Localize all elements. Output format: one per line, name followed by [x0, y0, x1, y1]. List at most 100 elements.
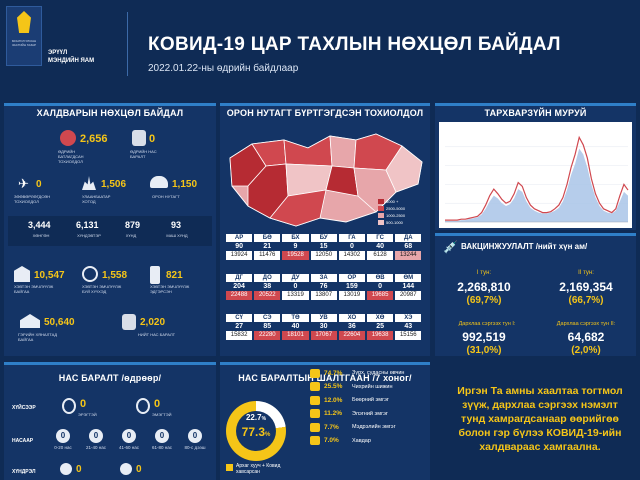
region-cell-1-0: ДГ 204 22488: [226, 274, 253, 300]
region-today: 27: [235, 323, 243, 330]
region-total: 13924: [226, 251, 253, 260]
deaths-today-label: ӨДРИЙН НАС БАРАЛТ: [130, 149, 157, 159]
region-today: 68: [404, 243, 413, 250]
by-age-label: НАСААР: [12, 438, 34, 444]
city-icon: [82, 176, 96, 190]
children-value: 1,558: [102, 270, 128, 281]
region-code: ДУ: [282, 274, 309, 282]
deaths-by-age-title: НАС БАРАЛТ /өдрөөр/: [58, 373, 162, 383]
region-total: 22488: [226, 291, 253, 300]
region-total: 22280: [254, 331, 281, 340]
map-legend: 5000 + 2500-5000 1000-2500 500-1000: [378, 198, 426, 226]
comorbid-a-value: 0: [76, 464, 82, 475]
weekly-causes-panel: НАС БАРАЛТЫН ШАЛТГААН /7 хоног/ 22.7% 77…: [220, 362, 430, 480]
age-value: 0: [56, 429, 70, 443]
booster2-percent: (2,0%): [571, 345, 601, 356]
heart-icon: [60, 463, 72, 475]
regions-panel-title: ОРОН НУТАГТ БҮРТГЭГДСЭН ТОХИОЛДОЛ: [226, 108, 424, 118]
epi-curve-title: ТАРХВАРЗҮЙН МУРУЙ: [484, 108, 587, 118]
region-cell-2-5: ХӨ 25 19638: [367, 314, 394, 340]
region-total: 18101: [282, 331, 309, 340]
discharged-value: 821: [166, 270, 183, 281]
cases-line: [445, 135, 629, 221]
region-code: ДА: [395, 234, 422, 242]
severity-moderate-value: 6,131: [76, 220, 99, 230]
region-code: ДГ: [226, 274, 253, 282]
region-code: ӨМ: [395, 274, 422, 282]
region-code: ДО: [254, 274, 281, 282]
legend-swatch: [226, 464, 233, 471]
region-cell-1-3: ЗА 76 13807: [310, 274, 337, 300]
region-total: 20522: [254, 291, 281, 300]
region-code: ХЭ: [395, 314, 422, 322]
ulaanbaatar-value: 1,506: [101, 179, 127, 190]
cause-percent: 74.7%: [324, 369, 343, 377]
prevention-message: Иргэн Та амны хаалтаа тогтмол зүүж, дарх…: [457, 385, 623, 453]
cause-row: 25.5% Чихрийн шижин: [310, 381, 428, 393]
age-group: 0 21-40 нас: [81, 429, 111, 450]
cause-icon: [310, 409, 320, 418]
imported-label: ЗӨӨВӨРЛӨГДСӨН ТОХИОЛДОЛ: [14, 194, 51, 204]
region-total: 13319: [282, 291, 309, 300]
cause-label: Хавдар: [352, 437, 371, 444]
region-table: АР 90 13924 БӨ 21 11476 БХ 9 19528 БУ 15 12050 ГА 0 14…: [226, 234, 424, 354]
age-row: 0 0-20 нас 0 21-40 нас 0 41-60 нас 0 61-80 нас 0…: [48, 429, 212, 459]
age-value: 0: [155, 429, 169, 443]
dose1-percent: (69,7%): [466, 295, 502, 306]
cause-percent: 25.5%: [324, 383, 343, 390]
epi-curve-chart: [445, 135, 629, 223]
region-cell-2-3: УВ 30 17067: [310, 314, 337, 340]
region-today: 40: [376, 243, 384, 250]
age-value: 0: [188, 429, 202, 443]
region-code: ГС: [367, 234, 394, 242]
by-sex-label: ХҮЙСЭЭР: [12, 405, 36, 411]
region-today: 9: [293, 243, 298, 250]
children-label: ХЭВТЭН ЭМЧЛҮҮЛЖ БУЙ ХҮҮХЭД: [82, 284, 122, 294]
region-today: 0: [378, 283, 383, 290]
age-label: 0-20 нас: [54, 445, 72, 450]
cause-label: Мэдрэлийн эмгэг: [352, 424, 396, 430]
region-total: 6128: [367, 251, 394, 260]
airplane-icon: ✈: [18, 176, 29, 191]
region-code: УВ: [310, 314, 337, 322]
cause-label: Чихрийн шижин: [352, 383, 393, 390]
age-value: 0: [122, 429, 136, 443]
cause-percent: 7.0%: [324, 437, 339, 444]
infection-panel-title: ХАЛДВАРЫН НӨХЦӨЛ БАЙДАЛ: [36, 108, 184, 118]
region-cell-1-2: ДУ 0 13319: [282, 274, 309, 300]
home-label: ГЭРИЙН ХЯНАЛТАД БАЙГАА: [18, 332, 58, 342]
deaths-today-value: 0: [149, 133, 156, 145]
region-cell-2-0: СҮ 27 15832: [226, 314, 253, 340]
region-code: СЭ: [254, 314, 281, 322]
severity-mild-label: ХӨНГӨН: [32, 233, 50, 238]
region-code: ЗА: [310, 274, 337, 282]
causes-donut: [226, 401, 286, 461]
bottle-icon: [150, 266, 160, 284]
header-divider: [127, 12, 128, 76]
age-label: 21-40 нас: [86, 445, 106, 450]
message-panel: Иргэн Та амны хаалтаа тогтмол зүүж, дарх…: [435, 362, 636, 480]
region-total: 20987: [395, 291, 422, 300]
region-today: 204: [233, 283, 245, 290]
comorbid-label: ХҮНДРЭЛ: [12, 469, 36, 475]
region-today: 144: [402, 283, 415, 290]
causes-list: 74.7% Зүрх, судасны өвчин 25.5% Чихрийн шиж…: [310, 367, 428, 480]
cause-percent: 7.7%: [324, 423, 339, 431]
epi-curve-plot: [439, 122, 632, 228]
local-value: 1,150: [172, 179, 198, 190]
region-total: 15832: [226, 331, 253, 340]
female-icon: [136, 398, 150, 414]
region-code: ӨВ: [367, 274, 394, 282]
region-total: 15156: [395, 331, 422, 340]
region-today: 85: [263, 323, 272, 330]
region-cell-0-4: ГА 0 14302: [338, 234, 365, 260]
region-total: 19638: [367, 331, 394, 340]
region-cell-2-1: СЭ 85 22280: [254, 314, 281, 340]
infection-panel: ХАЛДВАРЫН НӨХЦӨЛ БАЙДАЛ 2,656 ӨДРИЙН БАТ…: [4, 103, 216, 356]
cause-icon: [310, 382, 320, 391]
cause-label: Зүрх, судасны өвчин: [352, 370, 405, 376]
severity-critical-label: МАШ ХҮНД: [166, 233, 188, 238]
cause-icon: [310, 422, 320, 432]
region-total: 13807: [310, 291, 337, 300]
dose2-percent: (66,7%): [568, 295, 604, 306]
